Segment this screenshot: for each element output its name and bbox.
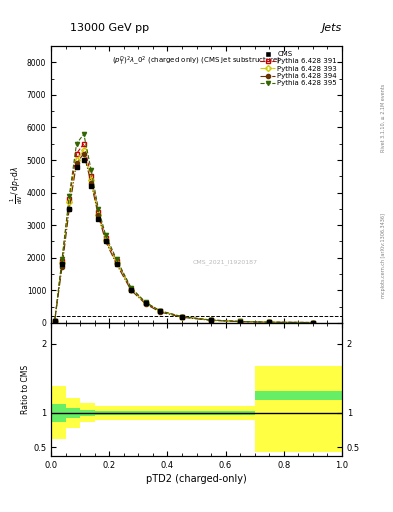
Text: mcplots.cern.ch [arXiv:1306.3436]: mcplots.cern.ch [arXiv:1306.3436] [381,214,386,298]
Y-axis label: Ratio to CMS: Ratio to CMS [21,365,30,414]
X-axis label: pTD2 (charged-only): pTD2 (charged-only) [146,474,247,484]
Y-axis label: $\frac{1}{\mathrm{d}N}\,/\,\mathrm{d}p_T\,\mathrm{d}\lambda$: $\frac{1}{\mathrm{d}N}\,/\,\mathrm{d}p_T… [9,165,25,204]
Text: $(p_T^D)^2\lambda\_0^2$ (charged only) (CMS jet substructure): $(p_T^D)^2\lambda\_0^2$ (charged only) (… [112,54,281,68]
Text: CMS_2021_I1920187: CMS_2021_I1920187 [193,259,258,265]
Text: 13000 GeV pp: 13000 GeV pp [70,23,150,33]
Legend: CMS, Pythia 6.428 391, Pythia 6.428 393, Pythia 6.428 394, Pythia 6.428 395: CMS, Pythia 6.428 391, Pythia 6.428 393,… [257,48,340,89]
Text: Rivet 3.1.10, ≥ 2.1M events: Rivet 3.1.10, ≥ 2.1M events [381,83,386,152]
Text: Jets: Jets [321,23,342,33]
